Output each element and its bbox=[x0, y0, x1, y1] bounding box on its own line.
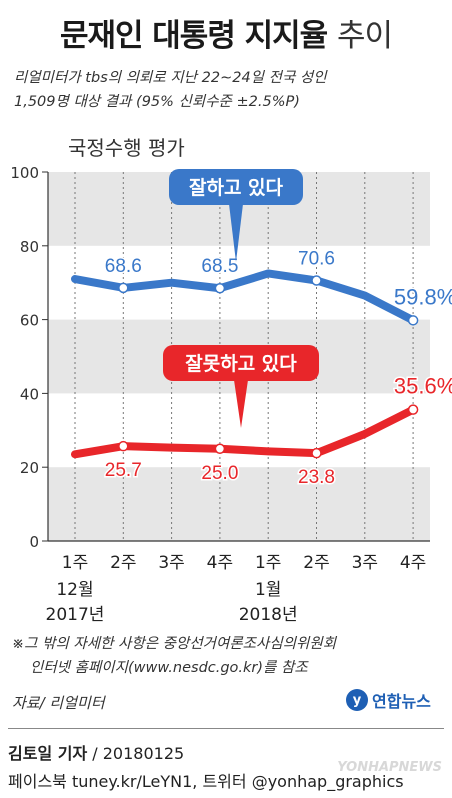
data-point-marker bbox=[311, 275, 322, 286]
data-label: 25.7 bbox=[105, 460, 142, 481]
month-label: 12월 bbox=[56, 580, 93, 600]
data-label: 70.6 bbox=[298, 248, 335, 269]
x-tick-label: 2주 bbox=[303, 553, 329, 573]
data-label: 23.8 bbox=[298, 467, 335, 488]
logo-text: 연합뉴스 bbox=[372, 692, 431, 711]
data-point-marker bbox=[118, 282, 129, 294]
credit: 김토일 기자 / 20180125 bbox=[8, 740, 184, 764]
title-suffix: 추이 bbox=[337, 18, 393, 54]
x-tick-label: 1주 bbox=[62, 553, 88, 573]
x-tick-label: 4주 bbox=[207, 553, 233, 573]
subtitle: 리얼미터가 tbs의 의뢰로 지난 22∼24일 전국 성인 1,509명 대상… bbox=[14, 66, 444, 114]
subtitle-line-2: 1,509명 대상 결과 (95% 신뢰수준 ±2.5%P) bbox=[14, 94, 300, 110]
y-tick-label: 0 bbox=[29, 533, 39, 551]
yonhap-logo-icon: y bbox=[346, 689, 368, 711]
data-point-marker bbox=[407, 404, 419, 415]
line-chart: 0 20 40 60 80 100 1주 2주 3주 4주 1주 2주 3주 4주 12월 2017년 1월 20… bbox=[10, 164, 452, 625]
grid-band bbox=[48, 467, 430, 541]
y-tick-label: 20 bbox=[20, 459, 39, 477]
legend-approve-pointer bbox=[229, 204, 243, 262]
data-label: 25.0 bbox=[201, 463, 238, 484]
x-tick-label: 3주 bbox=[352, 553, 378, 573]
yonhap-logo: y 연합뉴스 bbox=[346, 688, 431, 712]
legend-disapprove-pointer bbox=[234, 380, 248, 428]
x-tick-label: 4주 bbox=[400, 553, 426, 573]
series-line bbox=[71, 405, 418, 459]
footnote-line-2: 인터넷 홈페이지(www.nesdc.go.kr)를 참조 bbox=[30, 660, 308, 676]
y-tick-label: 80 bbox=[20, 238, 39, 256]
month-label: 1월 bbox=[255, 580, 281, 600]
data-label: 68.5 bbox=[201, 256, 238, 277]
title-main: 문재인 대통령 지지율 bbox=[59, 18, 328, 54]
data-point-marker bbox=[311, 447, 322, 459]
legend-disapprove-bubble bbox=[163, 345, 319, 381]
divider bbox=[8, 728, 444, 729]
series-line bbox=[71, 269, 418, 325]
y-tick-label: 40 bbox=[20, 385, 39, 403]
data-label: 59.8% bbox=[394, 284, 452, 309]
data-point-marker bbox=[407, 315, 419, 326]
credit-date: / 20180125 bbox=[92, 744, 185, 763]
page-title: 문재인 대통령 지지율 추이 bbox=[0, 10, 452, 55]
x-tick-label: 1주 bbox=[255, 553, 281, 573]
data-point-marker bbox=[214, 443, 226, 454]
legend-disapprove-label: 잘못하고 있다 bbox=[185, 353, 297, 375]
legend-approve-bubble bbox=[169, 169, 303, 205]
data-label: 35.6% bbox=[394, 374, 452, 399]
footnote-line-1: ※그 밖의 자세한 사항은 중앙선거여론조사심의위원회 bbox=[12, 636, 337, 652]
social-links: 페이스북 tuney.kr/LeYN1, 트위터 @yonhap_graphic… bbox=[8, 772, 404, 791]
footnote: ※그 밖의 자세한 사항은 중앙선거여론조사심의위원회 인터넷 홈페이지(www… bbox=[12, 632, 444, 680]
reporter-name: 김토일 기자 bbox=[8, 744, 88, 763]
y-tick-label: 60 bbox=[20, 312, 39, 330]
source-text: 자료/ 리얼미터 bbox=[12, 694, 105, 712]
y-tick-label: 100 bbox=[10, 164, 39, 182]
x-tick-label: 2주 bbox=[110, 553, 136, 573]
data-point-marker bbox=[214, 282, 226, 294]
year-label: 2017년 bbox=[46, 605, 105, 625]
subtitle-line-1: 리얼미터가 tbs의 의뢰로 지난 22∼24일 전국 성인 bbox=[14, 70, 327, 86]
data-label: 68.6 bbox=[105, 256, 142, 277]
chart-label: 국정수행 평가 bbox=[68, 136, 185, 160]
legend-approve-label: 잘하고 있다 bbox=[189, 177, 284, 199]
x-tick-label: 3주 bbox=[158, 553, 184, 573]
year-label: 2018년 bbox=[239, 605, 298, 625]
data-point-marker bbox=[118, 440, 129, 452]
watermark: YONHAPNEWS bbox=[337, 760, 442, 775]
